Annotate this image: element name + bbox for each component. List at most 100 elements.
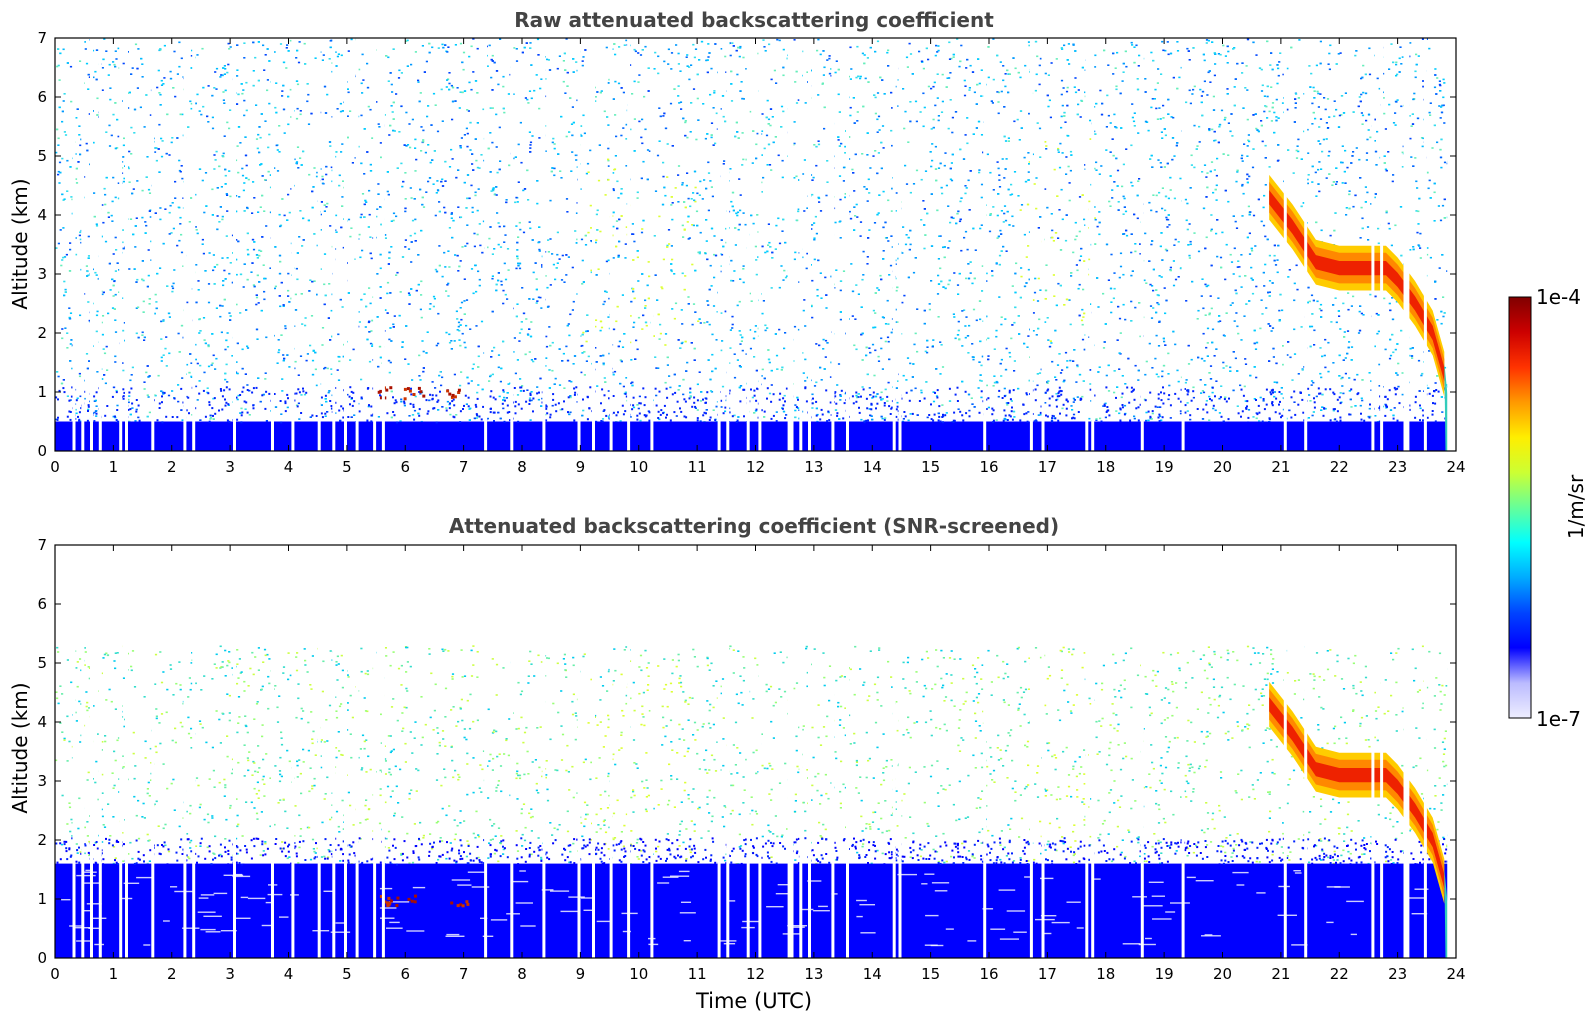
noise-point: [736, 359, 739, 361]
noise-point: [1217, 53, 1220, 55]
noise-point: [1226, 88, 1229, 90]
noise-point: [594, 325, 597, 328]
noise-point: [1390, 43, 1393, 45]
noise-point: [1201, 390, 1204, 392]
noise-point: [575, 212, 579, 214]
noise-point: [1272, 356, 1275, 358]
noise-point: [148, 411, 151, 414]
noise-point: [608, 297, 611, 300]
noise-point: [545, 345, 549, 348]
noise-point: [1081, 323, 1084, 326]
noise-point: [528, 397, 532, 399]
noise-point: [691, 263, 694, 266]
noise-point: [1436, 319, 1439, 321]
noise-point: [181, 113, 184, 116]
noise-point: [584, 244, 588, 246]
noise-point: [475, 290, 478, 293]
noise-point: [1131, 44, 1134, 46]
noise-point: [417, 81, 420, 83]
noise-point: [255, 296, 259, 299]
noise-point: [619, 359, 622, 361]
noise-point: [283, 132, 286, 134]
noise-point: [1434, 68, 1437, 70]
noise-point: [966, 248, 969, 251]
noise-point: [773, 69, 776, 72]
noise-point: [215, 357, 218, 360]
noise-point: [1308, 65, 1311, 67]
noise-point: [182, 265, 185, 267]
noise-point: [1093, 206, 1096, 208]
noise-point: [1278, 61, 1281, 63]
noise-point: [245, 164, 248, 167]
noise-point: [198, 380, 201, 382]
noise-point: [896, 321, 900, 323]
noise-point: [132, 188, 135, 190]
noise-point: [754, 245, 757, 248]
noise-point: [470, 88, 473, 91]
noise-point: [963, 94, 967, 97]
noise-point: [815, 343, 818, 345]
noise-point: [1268, 166, 1271, 168]
noise-point: [1243, 143, 1246, 145]
noise-point: [926, 351, 929, 354]
noise-point: [414, 147, 417, 149]
noise-point: [806, 207, 809, 209]
noise-point: [1201, 171, 1204, 173]
noise-point: [1397, 385, 1400, 388]
noise-point: [171, 202, 174, 204]
noise-point: [705, 240, 708, 242]
noise-point: [1144, 78, 1147, 80]
noise-point: [1163, 340, 1166, 343]
noise-point: [1156, 294, 1159, 296]
noise-point: [670, 245, 673, 247]
noise-point: [66, 395, 69, 397]
noise-point: [603, 377, 606, 379]
noise-point: [914, 332, 917, 335]
noise-point: [667, 63, 670, 65]
noise-point: [762, 300, 765, 302]
noise-point: [1350, 305, 1353, 307]
noise-point: [95, 223, 98, 225]
noise-point: [880, 347, 883, 350]
noise-point: [842, 270, 846, 272]
noise-point: [599, 230, 602, 233]
noise-point: [473, 245, 476, 248]
noise-point: [1011, 215, 1014, 218]
noise-point: [1166, 41, 1169, 43]
noise-point: [1004, 140, 1008, 142]
noise-point: [106, 369, 109, 371]
noise-point: [1125, 234, 1129, 237]
noise-point: [686, 136, 689, 139]
noise-point: [687, 197, 690, 200]
noise-point: [108, 124, 111, 127]
noise-point: [992, 206, 995, 208]
noise-point: [936, 293, 940, 295]
noise-point: [1143, 279, 1146, 282]
noise-point: [581, 259, 584, 262]
noise-point: [637, 407, 640, 410]
noise-point: [246, 248, 249, 251]
noise-point: [235, 273, 238, 276]
noise-point: [185, 363, 189, 366]
noise-point: [696, 409, 699, 411]
noise-point: [295, 57, 298, 59]
noise-point: [687, 238, 690, 240]
noise-point: [1396, 374, 1399, 376]
noise-point: [386, 292, 389, 295]
noise-point: [552, 263, 555, 266]
noise-point: [466, 224, 469, 226]
noise-point: [1332, 362, 1335, 364]
noise-point: [1205, 176, 1208, 178]
noise-point: [143, 126, 146, 128]
noise-point: [281, 90, 284, 92]
noise-point: [1147, 129, 1150, 132]
noise-point: [396, 271, 399, 274]
noise-point: [1240, 254, 1243, 256]
noise-point: [195, 264, 198, 266]
noise-point: [920, 219, 923, 221]
noise-point: [922, 125, 925, 128]
noise-point: [1328, 68, 1331, 71]
noise-point: [797, 99, 800, 101]
noise-point: [1057, 237, 1060, 239]
noise-point: [817, 38, 820, 41]
